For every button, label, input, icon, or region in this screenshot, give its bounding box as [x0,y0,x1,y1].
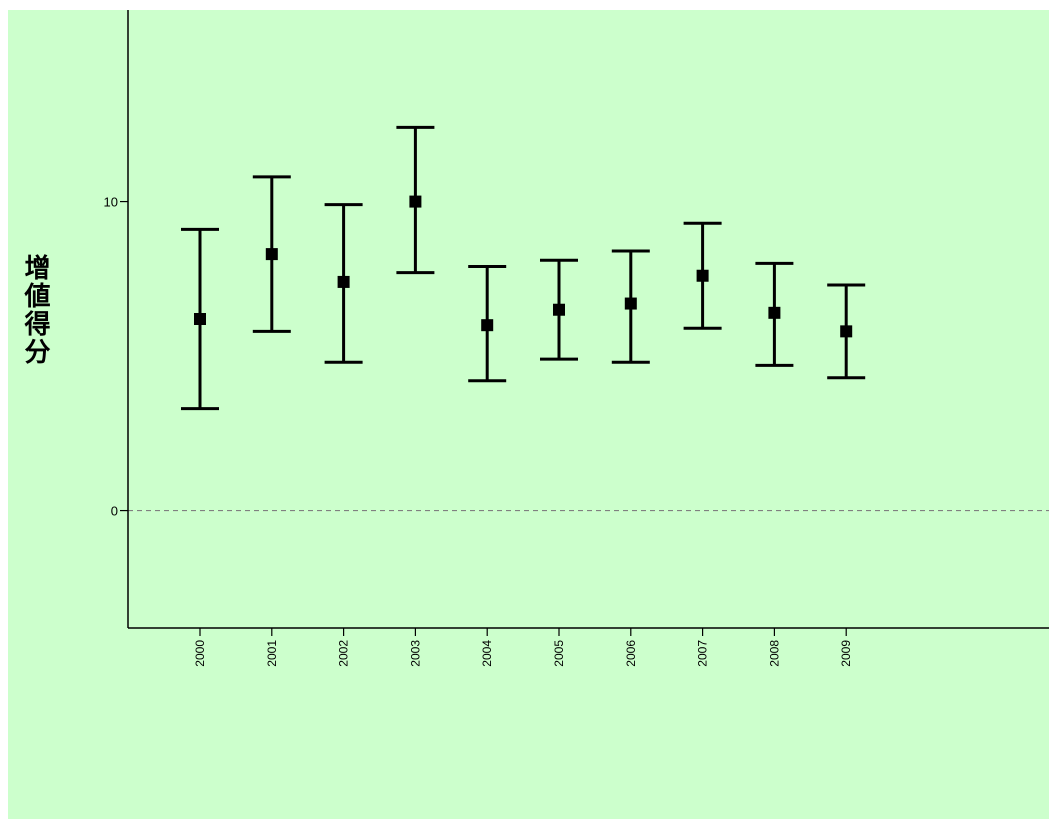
error-bar-2009 [827,283,866,380]
mean-marker [696,269,709,282]
mean-marker [194,313,206,325]
plot-background [8,10,1049,819]
mean-marker [409,195,422,208]
y-axis-title: 增値得分 [20,254,50,366]
mean-marker [768,306,781,319]
error-bar-2000 [181,227,219,411]
y-ticks-layer: 0 10 [104,195,128,519]
y-tick-label: 10 [104,195,118,210]
error-bar-2004 [468,264,507,383]
mean-marker [337,275,350,288]
x-tick-label: 2004 [480,640,494,667]
x-tick-label: 2005 [552,640,566,667]
x-tick-label: 2001 [265,640,279,667]
mean-marker [840,325,853,338]
error-bar-2007 [683,221,722,330]
y-tick-label: 0 [111,504,118,519]
error-bar-2005 [540,258,578,361]
error-bar-2003 [396,125,435,275]
mean-marker [481,319,494,332]
x-tick-label: 2009 [839,640,853,667]
x-tick-label: 2003 [408,640,422,667]
error-bar-2002 [324,203,363,364]
error-bar-2008 [755,261,794,367]
x-tick-label: 2002 [337,640,351,667]
error-bar-2006 [611,249,650,364]
x-ticks-layer: 2000 2001 2002 2003 2004 2005 2006 2007 2008 2009 [193,628,853,667]
x-tick-label: 2007 [696,640,710,667]
axes-layer [127,10,1049,629]
x-tick-label: 2008 [767,640,781,667]
x-tick-label: 2000 [193,640,207,667]
error-bar-2001 [252,175,291,333]
mean-marker [624,297,637,310]
error-bars-layer [181,125,866,411]
mean-marker [265,248,278,261]
x-tick-label: 2006 [624,640,638,667]
mean-marker [553,303,565,316]
